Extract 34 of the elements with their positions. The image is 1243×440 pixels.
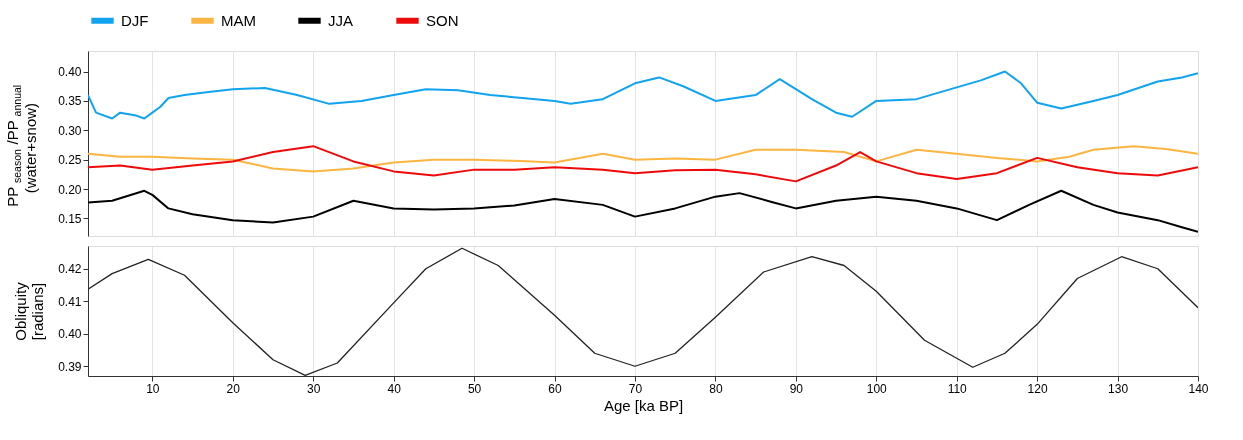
y-tick-label: 0.40 [58,327,82,342]
y-tick-label: 0.41 [58,294,82,309]
x-tick-label: 30 [307,381,321,396]
x-tick-label: 50 [467,381,482,396]
x-tick-label: 10 [146,381,160,396]
x-tick-label: 130 [1108,381,1129,396]
x-tick-label: 110 [947,381,968,396]
x-tick-label: 20 [226,381,241,396]
x-tick-label: 70 [628,381,643,396]
line-series [88,145,1198,183]
y-tick-label: 0.40 [58,65,82,80]
legend-label: JJA [328,11,354,29]
x-tick-label: 60 [548,381,563,396]
x-axis-title: Age [ka BP] [603,396,684,414]
y-tick-label: 0.42 [58,262,82,277]
line-series [88,145,1198,173]
legend-label: MAM [221,11,256,29]
y-tick-label: 0.35 [58,94,82,109]
x-tick-label: 80 [709,381,723,396]
y-tick-label: 0.25 [58,153,82,168]
y-tick-label: 0.39 [58,359,82,374]
y-tick-label: 0.15 [58,211,82,226]
x-tick-label: 100 [866,381,888,396]
x-tick-label: 120 [1027,381,1048,396]
line-series [88,70,1198,120]
y-tick-label: 0.30 [58,123,82,138]
legend-label: SON [426,11,459,29]
y-axis-title: Obliquity [radians] [12,281,47,341]
x-tick-label: 140 [1188,381,1209,396]
x-tick-label: 90 [789,381,804,396]
legend-label: DJF [121,11,149,29]
y-tick-label: 0.20 [58,182,82,197]
line-series [88,189,1198,233]
x-tick-label: 40 [387,381,402,396]
